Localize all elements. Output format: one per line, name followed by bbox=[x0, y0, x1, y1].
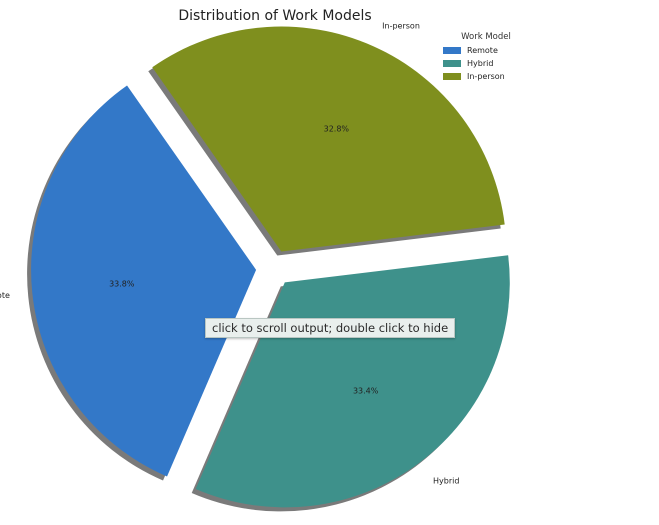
legend-label-hybrid: Hybrid bbox=[467, 59, 494, 68]
legend-swatch-in-person bbox=[443, 73, 461, 80]
category-label-in-person: In-person bbox=[382, 22, 420, 31]
category-label-hybrid: Hybrid bbox=[433, 477, 459, 486]
legend-label-in-person: In-person bbox=[467, 72, 505, 81]
legend: Work Model Remote Hybrid In-person bbox=[443, 32, 529, 83]
chart-title: Distribution of Work Models bbox=[178, 8, 371, 24]
legend-item-in-person: In-person bbox=[443, 70, 529, 83]
legend-swatch-hybrid bbox=[443, 60, 461, 67]
legend-swatch-remote bbox=[443, 47, 461, 54]
legend-item-remote: Remote bbox=[443, 44, 529, 57]
scroll-output-tooltip[interactable]: click to scroll output; double click to … bbox=[205, 318, 456, 338]
pct-label-hybrid: 33.4% bbox=[353, 387, 379, 396]
pct-label-remote: 33.8% bbox=[109, 280, 135, 289]
legend-item-hybrid: Hybrid bbox=[443, 57, 529, 70]
legend-title: Work Model bbox=[461, 32, 511, 42]
legend-label-remote: Remote bbox=[467, 46, 498, 55]
slice-remote bbox=[31, 85, 257, 477]
slice-in-person bbox=[152, 26, 505, 252]
category-label-remote: Remote bbox=[0, 291, 10, 300]
pct-label-in-person: 32.8% bbox=[324, 124, 350, 133]
